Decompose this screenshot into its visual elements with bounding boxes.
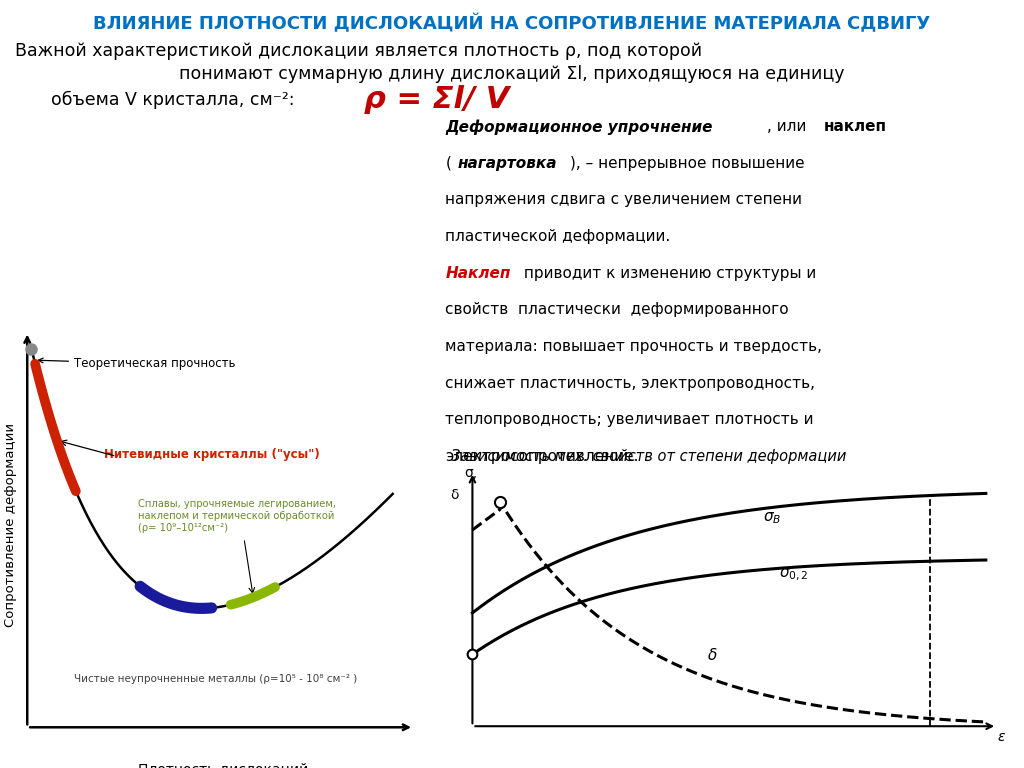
Text: теплопроводность; увеличивает плотность и: теплопроводность; увеличивает плотность … [445,412,814,427]
Text: Деформационное упрочнение: Деформационное упрочнение [445,119,713,134]
Text: приводит к изменению структуры и: приводит к изменению структуры и [519,266,816,280]
Text: $\sigma_B$: $\sigma_B$ [763,511,781,526]
Text: Нитевидные кристаллы ("усы"): Нитевидные кристаллы ("усы") [103,448,319,461]
Text: понимают суммарную длину дислокаций Σl, приходящуюся на единицу: понимают суммарную длину дислокаций Σl, … [179,65,845,82]
Text: Сплавы, упрочняемые легированием,
наклепом и термической обработкой
(ρ= 10⁹–10¹²: Сплавы, упрочняемые легированием, наклеп… [137,499,336,532]
Text: $\delta$: $\delta$ [707,647,718,663]
Text: , или: , или [767,119,811,134]
Text: Важной характеристикой дислокации является плотность ρ, под которой: Важной характеристикой дислокации являет… [15,42,702,60]
Text: ВЛИЯНИЕ ПЛОТНОСТИ ДИСЛОКАЦИЙ НА СОПРОТИВЛЕНИЕ МАТЕРИАЛА СДВИГУ: ВЛИЯНИЕ ПЛОТНОСТИ ДИСЛОКАЦИЙ НА СОПРОТИВ… [93,14,931,33]
Text: объема V кристалла, см⁻²:: объема V кристалла, см⁻²: [51,91,306,109]
Text: Чистые неупрочненные металлы (ρ=10⁵ - 10⁸ см⁻² ): Чистые неупрочненные металлы (ρ=10⁵ - 10… [74,674,357,684]
Text: Зависимость мех. свойств от степени деформации: Зависимость мех. свойств от степени дефо… [451,449,846,465]
Text: (: ( [445,156,452,170]
Text: ), – непрерывное повышение: ), – непрерывное повышение [570,156,805,170]
Text: δ: δ [451,488,459,502]
Text: Теоретическая прочность: Теоретическая прочность [38,357,236,370]
Text: $\sigma_{0,2}$: $\sigma_{0,2}$ [779,566,809,583]
Text: нагартовка: нагартовка [458,156,557,170]
Text: свойств  пластически  деформированного: свойств пластически деформированного [445,303,790,317]
Text: Плотность дислокаций: Плотность дислокаций [137,762,308,768]
Text: ε: ε [998,730,1006,744]
Text: материала: повышает прочность и твердость,: материала: повышает прочность и твердост… [445,339,822,354]
Text: Сопротивление деформации: Сопротивление деформации [4,423,17,627]
Text: снижает пластичность, электропроводность,: снижает пластичность, электропроводность… [445,376,815,391]
Text: ρ = Σl/ V: ρ = Σl/ V [364,85,509,114]
Text: электросопротивление.: электросопротивление. [445,449,639,464]
Text: напряжения сдвига с увеличением степени: напряжения сдвига с увеличением степени [445,192,803,207]
Text: пластической деформации.: пластической деформации. [445,229,671,244]
Text: σ,: σ, [464,466,477,480]
Text: наклеп: наклеп [823,119,887,134]
Text: Наклеп: Наклеп [445,266,511,280]
